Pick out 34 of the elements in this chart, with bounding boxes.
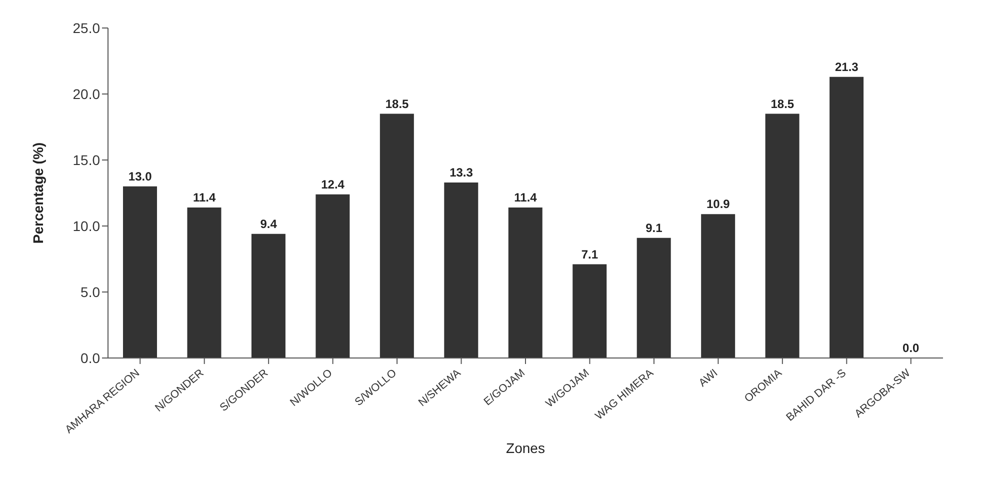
bar	[508, 208, 542, 358]
data-label: 9.4	[260, 216, 278, 231]
data-label: 9.1	[646, 220, 663, 235]
data-label: 13.0	[128, 169, 152, 184]
bar	[380, 114, 414, 358]
data-label: 12.4	[321, 177, 345, 192]
bar	[765, 114, 800, 358]
y-axis-title: Percentage (%)	[30, 142, 46, 244]
x-axis-title: Zones	[506, 440, 545, 456]
x-tick-label: AWI	[696, 367, 720, 390]
data-label: 18.5	[770, 96, 794, 111]
bar	[830, 76, 864, 358]
data-label: 7.1	[581, 247, 598, 262]
data-label: 11.4	[192, 190, 216, 205]
bar	[187, 208, 222, 358]
y-tick-label: 10.0	[72, 218, 100, 234]
bar	[123, 186, 157, 358]
bar	[316, 194, 350, 358]
data-label: 18.5	[385, 96, 410, 111]
y-tick-label: 15.0	[72, 152, 100, 168]
data-label: 21.3	[834, 60, 859, 74]
y-tick-label: 25.0	[72, 20, 100, 36]
bar	[636, 238, 671, 358]
data-label: 10.9	[706, 197, 730, 212]
bar	[701, 214, 736, 358]
y-tick-label: 0.0	[80, 350, 100, 366]
y-tick-label: 20.0	[72, 86, 100, 102]
bar	[251, 234, 286, 358]
data-label: 13.3	[450, 165, 474, 180]
bar	[572, 264, 607, 358]
y-tick-label: 5.0	[80, 284, 100, 300]
data-label: 11.4	[514, 190, 538, 205]
bar	[444, 182, 478, 358]
data-label: 0.0	[902, 341, 920, 355]
